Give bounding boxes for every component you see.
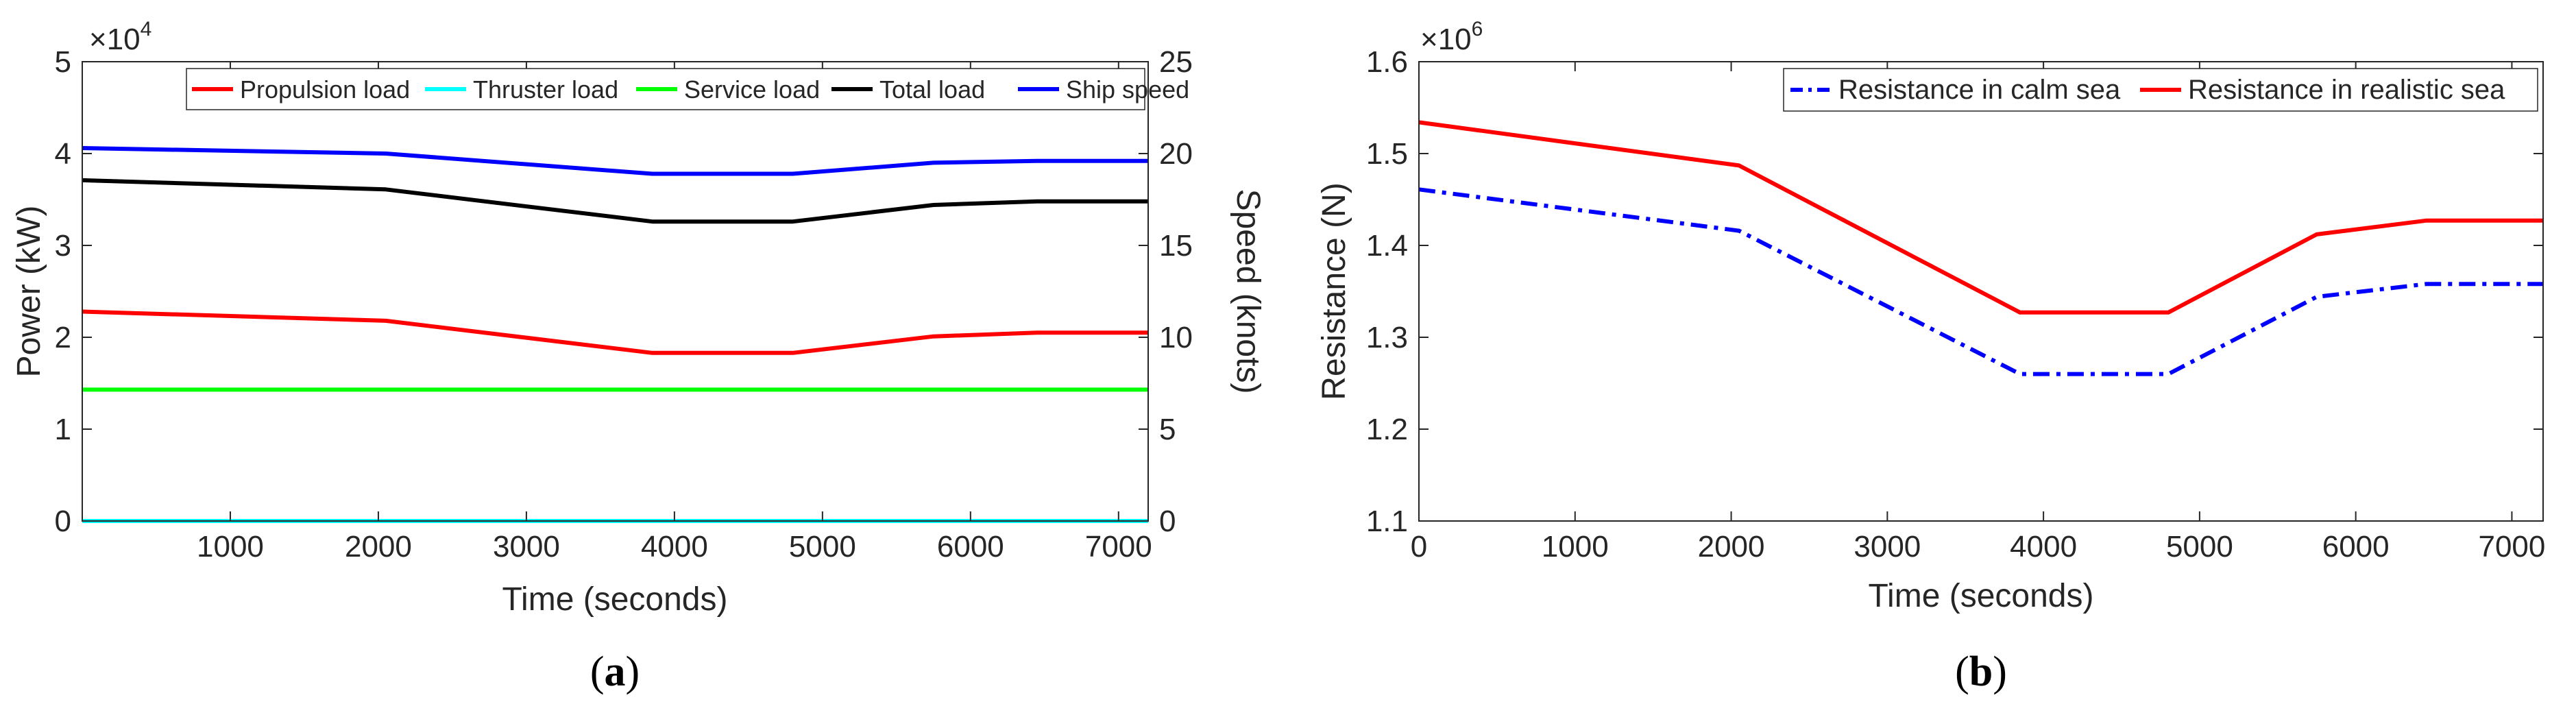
y-tick-label: 5 (55, 45, 71, 79)
y-axis-label-b: Resistance (N) (1316, 182, 1352, 400)
y-exponent-a: ×104 (89, 18, 151, 56)
x-tick-label: 1000 (197, 530, 264, 563)
series-group-b (1418, 120, 2543, 376)
plot-area-a (82, 62, 1148, 521)
y-tick-label: 1.2 (1366, 413, 1408, 446)
y2-axis-label-a: Speed (knots) (1230, 189, 1266, 394)
series-line-total-load (82, 178, 1148, 224)
x-axis-label-a: Time (seconds) (502, 581, 728, 618)
y2-tick-label: 5 (1159, 413, 1176, 446)
legend-label: Propulsion load (240, 75, 410, 104)
panel-caption-a: (a) (590, 649, 640, 695)
y2-tick-label: 15 (1159, 229, 1193, 263)
x-tick-label: 2000 (1698, 530, 1765, 563)
panel-a-power-chart: 1000 2000 3000 4000 5000 6000 7000012345051015… (11, 18, 1266, 695)
x-tick-label: 7000 (1085, 530, 1152, 563)
y2-tick-label: 25 (1159, 45, 1193, 79)
y-tick-label: 4 (55, 137, 71, 171)
y-tick-label: 0 (55, 505, 71, 538)
ticks-b: 0 1000 2000 3000 4000 5000 6000 7000 1.1 1.2 1.3 1.… (1366, 45, 2546, 563)
panel-b-resistance-chart: 0 1000 2000 3000 4000 5000 6000 7000 1.1 1.2 1.3 1.… (1316, 18, 2545, 695)
axes-box-b (1418, 61, 2544, 522)
legend-a: Propulsion load Thruster load Service load… (186, 68, 1189, 110)
legend-label: Thruster load (473, 75, 618, 104)
legend-b: Resistance in calm sea Resistance in real… (1783, 68, 2538, 112)
y-axis-label-a: Power (kW) (11, 206, 47, 378)
x-tick-label: 5000 (2166, 530, 2233, 563)
x-tick-label: 3000 (1854, 530, 1921, 563)
y-tick-label: 1.1 (1366, 505, 1408, 538)
y-tick-label: 1.3 (1366, 321, 1408, 354)
y-tick-label: 3 (55, 229, 71, 263)
y-tick-label: 1.5 (1366, 137, 1408, 171)
x-axis-label-b: Time (seconds) (1869, 578, 2094, 614)
legend-label: Total load (879, 75, 985, 104)
x-tick-label: 5000 (789, 530, 856, 563)
y-tick-label: 1.4 (1366, 229, 1408, 263)
x-tick-label: 2000 (345, 530, 412, 563)
x-tick-label: 4000 (2010, 530, 2077, 563)
y-exponent-b: ×106 (1420, 18, 1483, 56)
x-tick-label: 1000 (1542, 530, 1609, 563)
y2-tick-label: 20 (1159, 137, 1193, 171)
y2-tick-label: 0 (1159, 505, 1176, 538)
y-tick-label: 1.6 (1366, 45, 1408, 79)
x-tick-label: 4000 (641, 530, 708, 563)
x-tick-label: 6000 (2322, 530, 2390, 563)
series-line-propulsion-load (82, 309, 1148, 355)
y-tick-label: 1 (55, 413, 71, 446)
x-tick-label: 6000 (937, 530, 1004, 563)
x-tick-label: 3000 (493, 530, 560, 563)
legend-label: Service load (684, 75, 820, 104)
legend-label: Resistance in calm sea (1838, 75, 2121, 105)
legend-label: Resistance in realistic sea (2188, 75, 2505, 105)
x-tick-label: 7000 (2478, 530, 2545, 563)
y-tick-label: 2 (55, 321, 71, 354)
series-line-ship-speed (82, 146, 1148, 176)
y2-tick-label: 10 (1159, 321, 1193, 354)
series-line-resistance-in-calm-sea (1418, 187, 2543, 376)
panel-caption-b: (b) (1955, 649, 2007, 695)
series-line-resistance-in-realistic-sea (1418, 120, 2543, 315)
x-tick-label: 0 (1411, 530, 1427, 563)
ticks-a: 1000 2000 3000 4000 5000 6000 7000012345051015… (55, 45, 1193, 563)
legend-label: Ship speed (1066, 75, 1189, 104)
axes-box-a (82, 61, 1149, 522)
